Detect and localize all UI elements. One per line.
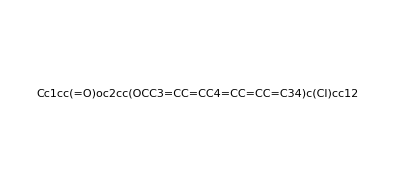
Text: Cc1cc(=O)oc2cc(OCC3=CC=CC4=CC=CC=C34)c(Cl)cc12: Cc1cc(=O)oc2cc(OCC3=CC=CC4=CC=CC=C34)c(C… <box>36 89 358 99</box>
